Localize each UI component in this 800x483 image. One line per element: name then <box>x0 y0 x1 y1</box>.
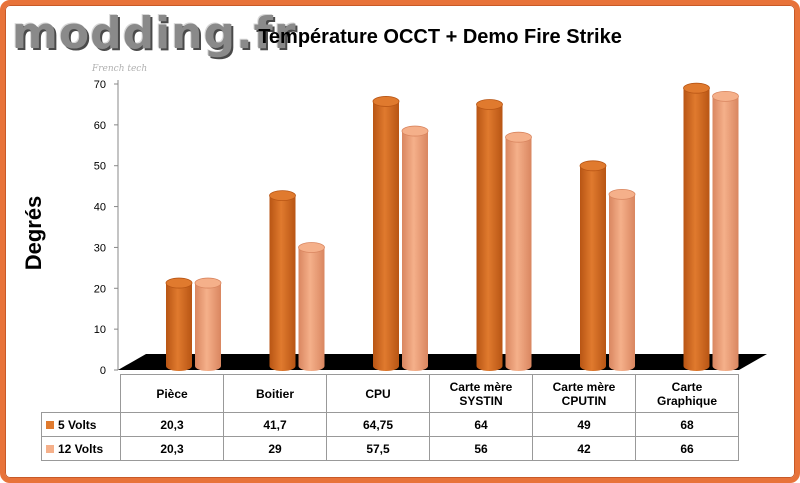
bar-top-series-1 <box>372 96 400 107</box>
bar-series-1 <box>166 283 192 371</box>
data-value-cell: 49 <box>532 412 636 437</box>
data-value-cell: 64 <box>429 412 533 437</box>
bar-top-series-2 <box>298 242 325 253</box>
logo-tagline: French tech <box>92 64 148 74</box>
data-value-cell: 20,3 <box>120 412 224 437</box>
data-value-cell: 68 <box>635 412 739 437</box>
category-label-line: SYSTIN <box>459 393 503 408</box>
bar-series-2 <box>505 137 532 372</box>
category-label-line: Carte <box>671 379 703 394</box>
bar-series-2 <box>402 131 428 371</box>
y-tick-label: 30 <box>94 242 106 254</box>
table-row-series-2: 12 Volts 20,3 29 57,5 56 42 66 <box>41 436 739 461</box>
bar-top-series-2 <box>401 125 429 137</box>
bar-series-1 <box>476 104 503 372</box>
y-tick-label: 0 <box>100 365 106 377</box>
y-tick-label: 40 <box>94 202 106 214</box>
table-corner <box>42 375 121 413</box>
series-name: 5 Volts <box>58 417 97 432</box>
category-label-line: CPU <box>365 386 391 401</box>
table-header-row: Pièce Boitier CPU Carte mère SYSTIN Carte mèr… <box>42 374 739 413</box>
y-tick-label: 20 <box>94 283 106 295</box>
bar-series-1 <box>683 88 710 372</box>
table-category-label: Carte mère SYSTIN <box>429 374 533 413</box>
table-category-label: Carte mère CPUTIN <box>532 374 636 413</box>
bar-series-2 <box>298 247 325 372</box>
chart-title: Température OCCT + Demo Fire Strike <box>258 26 622 48</box>
data-value-cell: 42 <box>532 436 636 461</box>
category-label-line: Graphique <box>656 393 717 408</box>
legend-swatch <box>46 421 54 430</box>
series-legend-cell: 5 Volts <box>41 412 121 437</box>
table-category-label: Carte Graphique <box>635 374 739 413</box>
bar-top-series-2 <box>712 90 739 102</box>
data-value-cell: 56 <box>429 436 533 461</box>
bar-series-1 <box>580 165 606 371</box>
bar-series-1 <box>373 101 399 371</box>
data-value-cell: 29 <box>223 436 327 461</box>
bar-top-series-1 <box>165 277 193 289</box>
series-legend-cell: 12 Volts <box>41 436 121 461</box>
data-value-cell: 20,3 <box>120 436 224 461</box>
category-label-line: Pièce <box>156 386 188 401</box>
category-label-line: Boitier <box>255 386 294 401</box>
table-row-series-1: 5 Volts 20,3 41,7 64,75 64 49 68 <box>41 412 739 437</box>
table-category-label: Boitier <box>223 374 327 413</box>
category-label-line: CPUTIN <box>561 393 607 408</box>
bar-top-series-2 <box>194 277 222 289</box>
bar-series-1 <box>269 195 296 372</box>
bar-top-series-1 <box>476 99 503 110</box>
y-tick-label: 10 <box>94 324 106 336</box>
data-value-cell: 66 <box>635 436 739 461</box>
bar-top-series-1 <box>683 82 710 94</box>
data-value-cell: 64,75 <box>326 412 430 437</box>
data-value-cell: 41,7 <box>223 412 327 437</box>
bar-series-2 <box>195 283 221 371</box>
table-category-label: CPU <box>326 374 430 413</box>
legend-swatch <box>46 445 54 454</box>
data-table: Pièce Boitier CPU Carte mère SYSTIN Carte mèr… <box>41 374 739 461</box>
category-label-line: Carte mère <box>552 379 616 394</box>
bar-top-series-1 <box>269 190 296 202</box>
bar-series-2 <box>609 194 635 371</box>
table-category-label: Pièce <box>120 374 224 413</box>
category-label-line: Carte mère <box>449 379 513 394</box>
bar-top-series-2 <box>608 188 636 200</box>
data-value-cell: 57,5 <box>326 436 430 461</box>
bar-top-series-2 <box>505 131 532 143</box>
y-tick-label: 60 <box>94 120 106 132</box>
y-tick-label: 50 <box>94 161 106 173</box>
bar-top-series-1 <box>579 160 607 172</box>
bar-series-2 <box>712 96 739 372</box>
y-tick-label: 70 <box>94 79 106 91</box>
series-name: 12 Volts <box>58 441 104 456</box>
site-logo: modding.fr <box>12 8 297 59</box>
